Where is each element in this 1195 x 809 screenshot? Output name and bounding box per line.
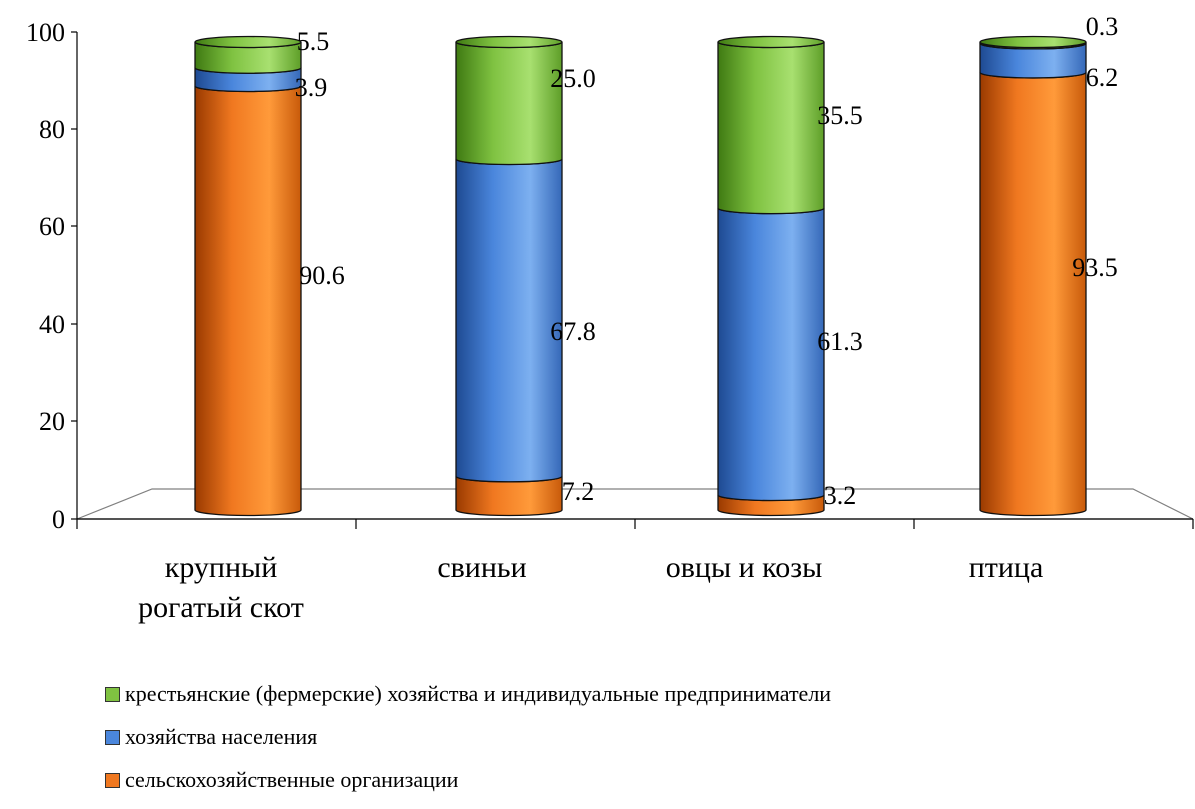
data-label: 6.2 xyxy=(1086,63,1119,92)
data-label: 67.8 xyxy=(550,317,596,346)
bar-segment xyxy=(717,41,825,215)
legend-swatch-blue xyxy=(105,729,120,745)
legend-label-households: хозяйства населения xyxy=(125,724,318,749)
bar-top-cap xyxy=(717,35,825,49)
bar-segment xyxy=(194,85,302,517)
y-tick-label: 80 xyxy=(39,115,65,144)
legend-label-farms: крестьянские (фермерские) хозяйства и ин… xyxy=(125,681,832,706)
data-label: 93.5 xyxy=(1072,253,1118,282)
data-label: 61.3 xyxy=(817,327,863,356)
bar-segment xyxy=(979,72,1087,517)
data-label: 5.5 xyxy=(297,27,330,56)
x-category-label: овцы и козы xyxy=(666,551,823,584)
data-label: 3.9 xyxy=(295,73,328,102)
y-tick-label: 0 xyxy=(52,505,65,534)
data-label: 7.2 xyxy=(562,477,595,506)
bar-segment xyxy=(455,158,563,483)
data-label: 0.3 xyxy=(1086,12,1119,41)
x-category-label: птица xyxy=(969,551,1044,584)
x-category-label: свиньи xyxy=(437,551,526,584)
bar-stack xyxy=(194,35,302,517)
bar-stack xyxy=(455,35,563,517)
x-category-label: рогатый скот xyxy=(138,591,304,624)
bar-top-cap xyxy=(455,35,563,49)
legend-item-farms: крестьянские (фермерские) хозяйства и ин… xyxy=(105,680,831,708)
data-label: 3.2 xyxy=(824,481,857,510)
bar-top-cap xyxy=(194,35,302,49)
bar-stack xyxy=(979,35,1087,517)
data-label: 90.6 xyxy=(299,261,345,290)
bar-stack xyxy=(717,35,825,517)
y-tick-label: 20 xyxy=(39,407,65,436)
legend-swatch-green xyxy=(105,686,120,702)
legend-item-households: хозяйства населения xyxy=(105,723,831,751)
legend-item-organizations: сельскохозяйственные организации xyxy=(105,766,831,794)
y-tick-label: 100 xyxy=(26,18,65,47)
bar-top-cap xyxy=(979,35,1087,49)
data-label: 35.5 xyxy=(817,101,863,130)
bar-segment xyxy=(717,207,825,502)
y-tick-label: 60 xyxy=(39,212,65,241)
bar-segment xyxy=(455,41,563,166)
x-category-label: крупный xyxy=(165,551,278,584)
legend: крестьянские (фермерские) хозяйства и ин… xyxy=(105,680,831,809)
y-tick-label: 40 xyxy=(39,310,65,339)
legend-swatch-orange xyxy=(105,772,120,788)
data-label: 25.0 xyxy=(550,64,596,93)
legend-label-organizations: сельскохозяйственные организации xyxy=(125,767,459,792)
stacked-cylinder-chart: 0 20 40 60 80 100 крупный рогатый скот свиньи овц… xyxy=(26,12,1194,624)
